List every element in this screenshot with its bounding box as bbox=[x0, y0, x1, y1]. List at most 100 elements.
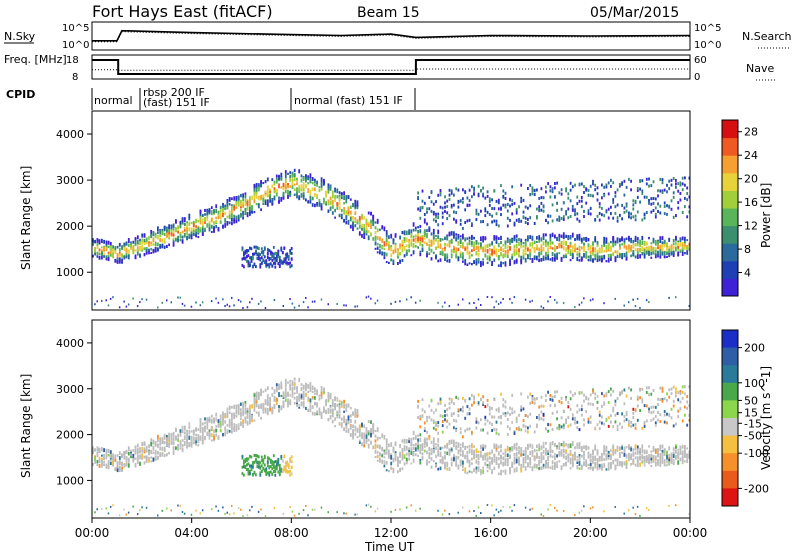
power-cell bbox=[574, 208, 576, 212]
velocity-cell bbox=[520, 447, 523, 451]
power-cell bbox=[177, 229, 179, 232]
velocity-cell bbox=[381, 433, 384, 438]
power-cell bbox=[250, 257, 253, 261]
power-cell bbox=[208, 208, 211, 213]
power-cell bbox=[233, 304, 235, 307]
power-cell bbox=[361, 234, 363, 238]
velocity-cell bbox=[388, 453, 390, 459]
power-cell bbox=[354, 305, 356, 308]
power-cell bbox=[542, 257, 545, 261]
power-cell bbox=[263, 255, 266, 259]
velocity-cell bbox=[421, 452, 424, 456]
power-cell bbox=[439, 205, 442, 209]
velocity-cell bbox=[439, 454, 442, 458]
power-cell bbox=[105, 242, 108, 248]
velocity-cell bbox=[605, 468, 608, 471]
power-cell bbox=[531, 258, 534, 263]
power-cell bbox=[495, 248, 498, 251]
velocity-cell bbox=[520, 449, 523, 455]
velocity-cell bbox=[448, 467, 451, 471]
power-cell bbox=[630, 179, 632, 183]
velocity-cell bbox=[636, 404, 639, 408]
power-cell bbox=[250, 259, 253, 263]
power-cell bbox=[410, 296, 412, 299]
velocity-cell bbox=[177, 439, 179, 442]
velocity-cell bbox=[495, 508, 498, 511]
power-cell bbox=[540, 245, 543, 249]
velocity-cell bbox=[491, 460, 493, 464]
power-cell bbox=[287, 262, 290, 266]
power-cell bbox=[672, 177, 675, 180]
velocity-cell bbox=[616, 428, 619, 431]
power-cell bbox=[439, 258, 442, 262]
power-cell bbox=[491, 207, 493, 210]
power-cell bbox=[500, 184, 502, 188]
velocity-cell bbox=[354, 411, 357, 416]
power-cell bbox=[648, 184, 650, 188]
velocity-cell bbox=[589, 402, 592, 406]
velocity-cell bbox=[275, 400, 278, 406]
power-cell bbox=[477, 298, 480, 301]
velocity-cell bbox=[648, 393, 650, 397]
velocity-cell bbox=[94, 460, 96, 464]
velocity-cell bbox=[589, 453, 592, 459]
velocity-cell bbox=[625, 418, 628, 422]
power-cell bbox=[293, 306, 296, 309]
velocity-cell bbox=[562, 409, 565, 413]
power-cell bbox=[264, 307, 267, 309]
velocity-cell bbox=[109, 462, 112, 465]
power-cell bbox=[291, 185, 294, 190]
velocity-cell bbox=[157, 444, 159, 448]
power-cell bbox=[345, 221, 348, 225]
velocity-cell bbox=[143, 455, 146, 459]
power-cell bbox=[224, 206, 227, 209]
power-cell bbox=[628, 215, 630, 219]
velocity-cell bbox=[255, 391, 258, 396]
power-cell bbox=[159, 229, 162, 235]
power-cell bbox=[556, 257, 558, 260]
velocity-cell bbox=[307, 399, 310, 402]
power-cell bbox=[222, 202, 224, 207]
velocity-cell bbox=[157, 455, 159, 460]
power-cell bbox=[172, 233, 175, 237]
velocity-cell bbox=[515, 456, 518, 459]
velocity-cell bbox=[601, 457, 603, 462]
power-cell bbox=[139, 253, 141, 258]
power-cell bbox=[325, 190, 327, 196]
velocity-cell bbox=[190, 443, 193, 448]
power-cell bbox=[388, 241, 390, 246]
velocity-cell bbox=[578, 461, 581, 466]
power-cell bbox=[249, 211, 251, 216]
nave-label: Nave bbox=[746, 62, 774, 75]
velocity-cell bbox=[614, 449, 617, 453]
power-cell bbox=[266, 263, 269, 267]
power-cell bbox=[661, 247, 664, 252]
power-cell bbox=[231, 209, 233, 213]
frequency-line bbox=[92, 59, 690, 75]
velocity-cell bbox=[287, 391, 289, 395]
velocity-cell bbox=[437, 467, 440, 471]
power-cell bbox=[354, 202, 357, 208]
velocity-cell bbox=[632, 423, 635, 427]
velocity-cell bbox=[139, 461, 141, 466]
power-cell bbox=[168, 234, 170, 238]
power-cell bbox=[513, 296, 516, 299]
velocity-cell bbox=[502, 461, 505, 466]
velocity-cell bbox=[576, 410, 579, 414]
power-cell bbox=[271, 264, 274, 268]
power-cell bbox=[101, 246, 103, 249]
power-cell bbox=[145, 240, 148, 245]
power-cell bbox=[580, 246, 583, 250]
power-cell bbox=[331, 206, 334, 209]
velocity-cell bbox=[188, 430, 191, 435]
velocity-cell bbox=[253, 404, 256, 408]
velocity-cell bbox=[237, 403, 240, 409]
velocity-cell bbox=[560, 465, 563, 470]
power-cell bbox=[628, 244, 630, 250]
power-cell bbox=[549, 237, 552, 242]
velocity-cell bbox=[448, 440, 451, 445]
power-cell bbox=[623, 193, 626, 197]
power-cell bbox=[298, 169, 301, 174]
velocity-cell bbox=[101, 447, 103, 452]
velocity-cell bbox=[549, 449, 552, 454]
